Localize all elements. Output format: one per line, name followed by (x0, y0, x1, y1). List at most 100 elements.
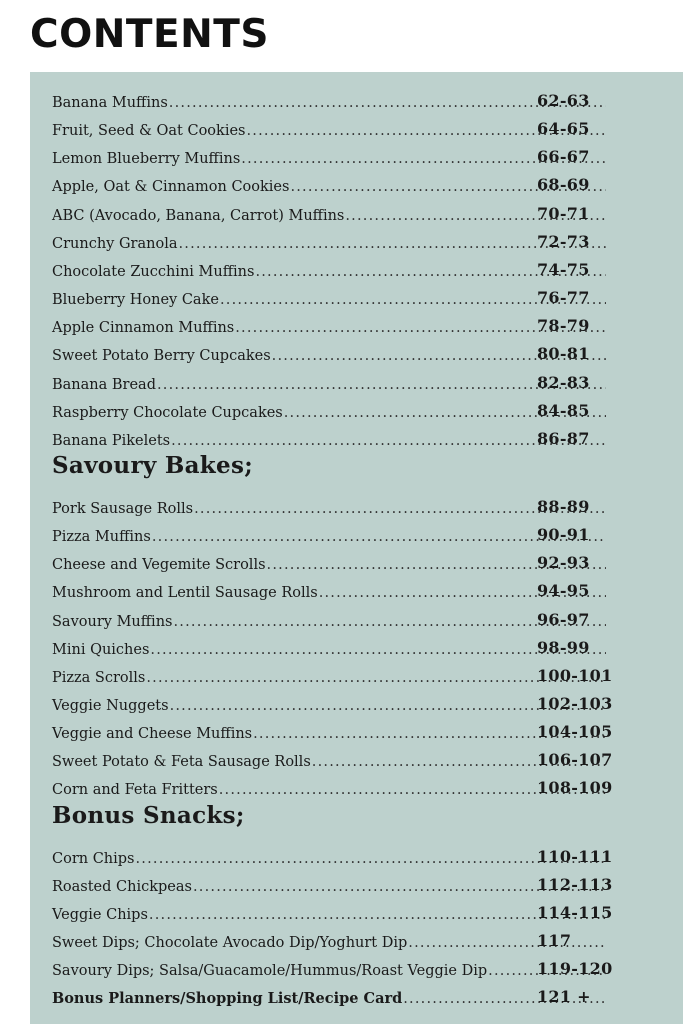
entry-title-text: Pizza Muffins (52, 529, 151, 546)
entry-title-text: Banana Pikelets (52, 432, 171, 449)
entry-title: Raspberry Chocolate Cupcakes (52, 404, 283, 422)
entry-title: Savoury Dips; Salsa/Guacamole/Hummus/Roa… (52, 962, 487, 980)
page-number: 70-71 (537, 203, 590, 223)
entry-title-text: Apple Cinnamon Muffins (52, 320, 235, 337)
entry-title: Bonus Planners/Shopping List/Recipe Card (52, 990, 402, 1008)
entry-title-text: Raspberry Chocolate Cupcakes (52, 404, 283, 421)
page-number: 88-89 (537, 496, 590, 516)
entry-title: Lemon Blueberry Muffins (52, 150, 240, 168)
dot-leader: ........................................… (178, 235, 606, 252)
entry-title-text: Crunchy Granola (52, 235, 178, 252)
toc-entry[interactable]: Corn Chips..............................… (52, 844, 612, 868)
page-number: 108-109 (537, 778, 613, 798)
dot-leader: ........................................… (255, 263, 606, 280)
dot-leader: ........................................… (146, 669, 606, 686)
entry-title: Pizza Scrolls (52, 669, 145, 687)
entry-title-text: Sweet Potato Berry Cupcakes (52, 348, 271, 365)
toc-entry[interactable]: Savoury Muffins.........................… (52, 607, 606, 631)
dot-leader: ........................................… (148, 906, 606, 923)
toc-entry[interactable]: Savoury Dips; Salsa/Guacamole/Hummus/Roa… (52, 956, 612, 980)
dot-leader: ........................................… (271, 348, 606, 365)
toc-entry[interactable]: Banana Pikelets.........................… (52, 426, 606, 450)
entry-title: ABC (Avocado, Banana, Carrot) Muffins (52, 207, 344, 225)
page-number: 82-83 (537, 372, 590, 392)
entry-title: Chocolate Zucchini Muffins (52, 263, 254, 281)
toc-entry[interactable]: Banana Muffins..........................… (52, 88, 606, 112)
toc-entry[interactable]: Raspberry Chocolate Cupcakes............… (52, 398, 606, 422)
dot-leader: ........................................… (150, 641, 606, 658)
entry-title-text: Chocolate Avocado Dip/Yoghurt Dip (139, 935, 408, 952)
entry-title: Mini Quiches (52, 641, 149, 659)
toc-entry[interactable]: Blueberry Honey Cake....................… (52, 285, 606, 309)
page-number: 76-77 (537, 288, 590, 308)
dot-leader: ........................................… (290, 179, 606, 196)
entry-title-text: Veggie Nuggets (52, 698, 169, 714)
page-number: 78-79 (537, 316, 590, 336)
toc-entry[interactable]: Chocolate Zucchini Muffins..............… (52, 257, 606, 281)
toc-entry[interactable]: Pizza Muffins...........................… (52, 522, 606, 546)
page-number: 72-73 (537, 231, 590, 251)
toc-entry[interactable]: Mini Quiches............................… (52, 635, 606, 659)
entry-title: Sweet Potato & Feta Sausage Rolls (52, 753, 311, 771)
page-number: 104-105 (537, 722, 613, 742)
entry-title-bold: Savoury Dips; (52, 963, 155, 980)
entry-title: Veggie and Cheese Muffins (52, 725, 252, 743)
dot-leader: ........................................… (488, 963, 606, 980)
dot-leader: ........................................… (194, 500, 606, 517)
toc-entry[interactable]: Pork Sausage Rolls......................… (52, 494, 606, 518)
entry-title-text: ABC (Avocado, Banana, Carrot) Muffins (52, 207, 345, 224)
toc-entry[interactable]: Sweet Potato & Feta Sausage Rolls.......… (52, 747, 612, 771)
toc-entry[interactable]: Cheese and Vegemite Scrolls.............… (52, 550, 606, 574)
entry-title-text: Cheese and Vegemite Scrolls (52, 557, 266, 574)
entry-title-text: Blueberry Honey Cake (52, 292, 219, 309)
toc-entry[interactable]: ABC (Avocado, Banana, Carrot) Muffins...… (52, 201, 606, 225)
dot-leader: ........................................… (171, 432, 606, 449)
toc-entry[interactable]: Corn and Feta Fritters..................… (52, 775, 612, 799)
entry-title: Pork Sausage Rolls (52, 500, 193, 518)
entry-title-text: Pizza Scrolls (52, 669, 146, 686)
toc-entry[interactable]: Lemon Blueberry Muffins.................… (52, 144, 606, 168)
page-number: 84-85 (537, 400, 590, 420)
page-number: 100-101 (537, 665, 613, 685)
page-number: 92-93 (537, 553, 590, 573)
toc-entry[interactable]: Banana Bread............................… (52, 370, 606, 394)
toc-entry[interactable]: Pizza Scrolls...........................… (52, 663, 612, 687)
toc-entry[interactable]: Veggie Nuggets..........................… (52, 691, 612, 715)
page-number: 96-97 (537, 609, 590, 629)
entry-title-text: Chocolate Zucchini Muffins (52, 263, 255, 280)
entry-title: Fruit, Seed & Oat Cookies (52, 122, 245, 140)
dot-leader: ........................................… (135, 850, 607, 867)
toc-entry[interactable]: Roasted Chickpeas.......................… (52, 872, 612, 896)
toc-entry[interactable]: Sweet Dips; Chocolate Avocado Dip/Yoghur… (52, 928, 606, 952)
entry-title: Blueberry Honey Cake (52, 291, 219, 309)
toc-entry[interactable]: Bonus Planners/Shopping List/Recipe Card… (52, 984, 606, 1008)
toc-entry[interactable]: Veggie Chips............................… (52, 900, 612, 924)
dot-leader: ........................................… (283, 404, 606, 421)
page-number: 114-115 (537, 902, 613, 922)
entry-title-text: Roasted Chickpeas (52, 878, 192, 895)
section-heading: Savoury Bakes; (52, 451, 253, 479)
page-number: 102-103 (537, 694, 613, 713)
toc-entry[interactable]: Mushroom and Lentil Sausage Rolls.......… (52, 578, 606, 602)
dot-leader: ........................................… (246, 123, 606, 140)
page-number: 90-91 (537, 525, 590, 545)
toc-entry[interactable]: Apple Cinnamon Muffins..................… (52, 313, 606, 337)
entry-title-text: Sweet Potato & Feta Sausage Rolls (52, 754, 311, 771)
page-number: 119-120 (537, 959, 613, 979)
toc-entry[interactable]: Sweet Potato Berry Cupcakes.............… (52, 341, 606, 365)
entry-title: Banana Bread (52, 376, 156, 394)
dot-leader: ........................................… (151, 529, 606, 546)
entry-title-text: Veggie Chips (52, 906, 148, 923)
entry-title: Veggie Chips (52, 906, 148, 924)
toc-entry[interactable]: Apple, Oat & Cinnamon Cookies...........… (52, 172, 606, 196)
dot-leader: ........................................… (241, 151, 606, 168)
entry-title: Sweet Potato Berry Cupcakes (52, 347, 271, 365)
toc-entry[interactable]: Crunchy Granola.........................… (52, 229, 606, 253)
toc-entry[interactable]: Fruit, Seed & Oat Cookies...............… (52, 116, 606, 140)
contents-panel: Banana Muffins..........................… (30, 72, 683, 1024)
toc-entry[interactable]: Veggie and Cheese Muffins...............… (52, 719, 612, 743)
page-number: 117 (537, 931, 572, 951)
entry-title-text: Corn and Feta Fritters (52, 782, 218, 799)
entry-title-text: Fruit, Seed & Oat Cookies (52, 123, 246, 140)
page-number: 64-65 (537, 119, 590, 139)
